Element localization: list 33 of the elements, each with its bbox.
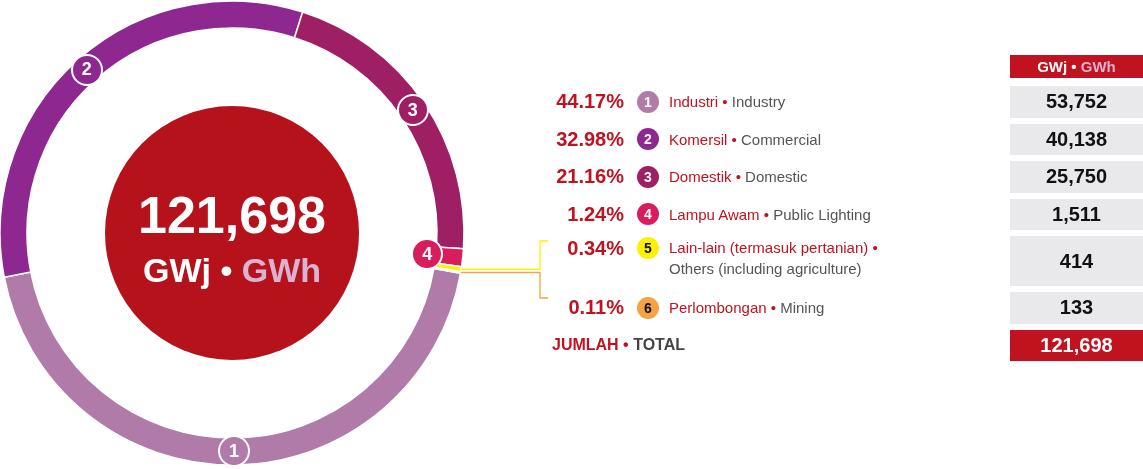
text: 44.17% (556, 90, 624, 113)
text: 121,698 (1040, 333, 1113, 356)
legend-title: GWj • GWh (1037, 58, 1116, 75)
text: 21.16% (556, 165, 624, 188)
text: 2 (81, 59, 92, 80)
legend-label: Komersil • Commercial (669, 130, 821, 148)
text: 32.98% (556, 127, 624, 150)
text: 4 (422, 243, 433, 264)
text: 1 (644, 93, 652, 110)
data-label: 53,752 (1010, 86, 1143, 118)
text: GWj • GWh (142, 251, 322, 289)
data-label: 40,138 (1010, 123, 1143, 155)
text: JUMLAH • TOTAL (552, 336, 686, 353)
text: 121,698 (138, 186, 326, 244)
text: 2 (644, 131, 652, 148)
text: 6 (644, 299, 652, 316)
text: 1.24% (567, 202, 624, 225)
legend-label: Perlombongan • Mining (669, 299, 825, 317)
text: 3 (644, 168, 652, 185)
text: 0.11% (568, 296, 624, 319)
legend-label: Domestik • Domestic (669, 168, 808, 186)
data-label: 414 (1010, 236, 1143, 286)
data-label: 133 (1010, 292, 1143, 324)
text: 1 (228, 440, 239, 461)
data-label: 25,750 (1010, 161, 1143, 193)
text: 5 (644, 240, 652, 256)
text: 4 (644, 206, 652, 223)
text: 3 (407, 99, 418, 120)
legend-label: Industri • Industry (669, 93, 786, 111)
legend-label: Lampu Awam • Public Lighting (669, 205, 871, 223)
text: 0.34% (567, 237, 624, 259)
data-label: 1,511 (1010, 198, 1143, 230)
legend-label: Lain-lain (termasuk pertanian) • Others (including agriculture) (669, 239, 878, 277)
